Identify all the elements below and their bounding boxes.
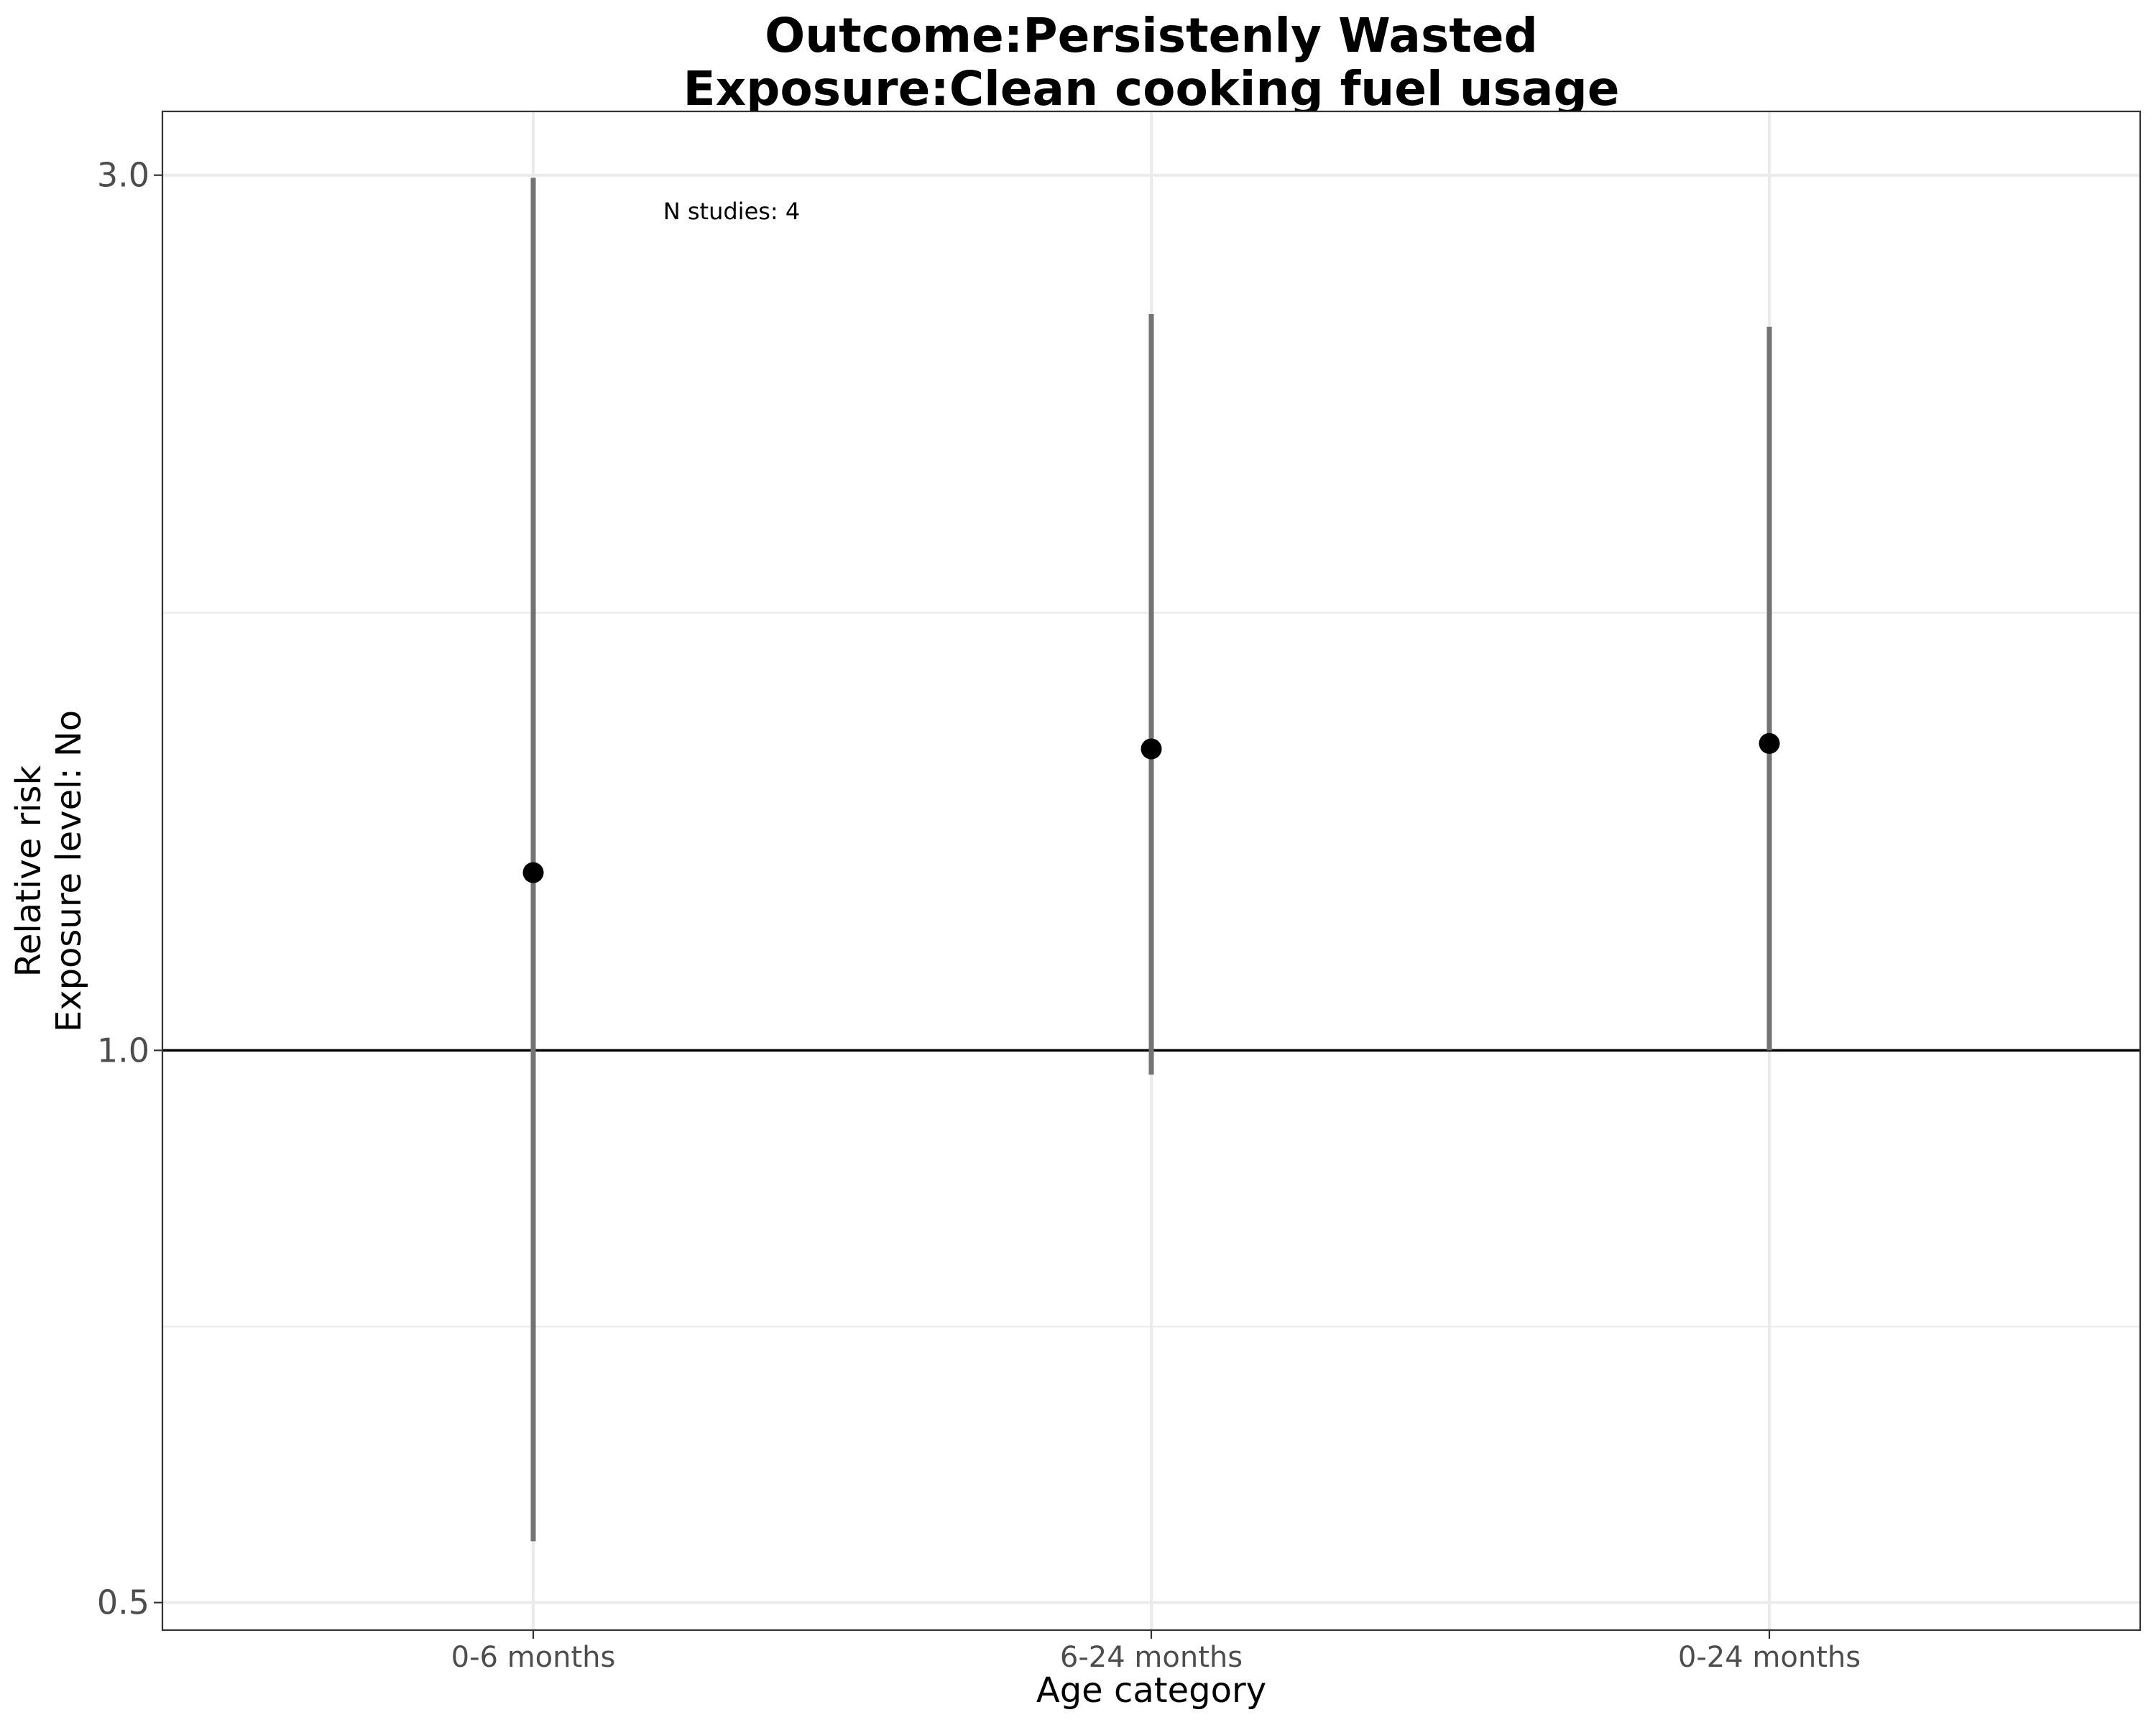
y-axis-title-line2: Exposure level: No bbox=[49, 710, 89, 1032]
y-tick-label: 1.0 bbox=[97, 1031, 149, 1070]
plot-area: 0.5 1.0 3.0 0-6 months 6-24 months 0-24 month… bbox=[97, 110, 2142, 1674]
y-axis-title-line1: Relative risk bbox=[9, 765, 49, 977]
y-tick-label: 3.0 bbox=[97, 156, 149, 195]
y-tick-label: 0.5 bbox=[97, 1583, 149, 1622]
data-point bbox=[1141, 738, 1162, 760]
chart-title-line2: Exposure:Clean cooking fuel usage bbox=[683, 61, 1620, 116]
data-point bbox=[522, 862, 544, 883]
data-point bbox=[1759, 732, 1780, 754]
x-tick-label: 0-24 months bbox=[1678, 1641, 1861, 1674]
n-studies-annotation: N studies: 4 bbox=[663, 198, 800, 225]
chart-title-line1: Outcome:Persistenly Wasted bbox=[765, 8, 1538, 63]
x-axis-title: Age category bbox=[1036, 1670, 1266, 1711]
x-tick-label: 0-6 months bbox=[451, 1641, 616, 1674]
x-tick-label: 6-24 months bbox=[1060, 1641, 1243, 1674]
